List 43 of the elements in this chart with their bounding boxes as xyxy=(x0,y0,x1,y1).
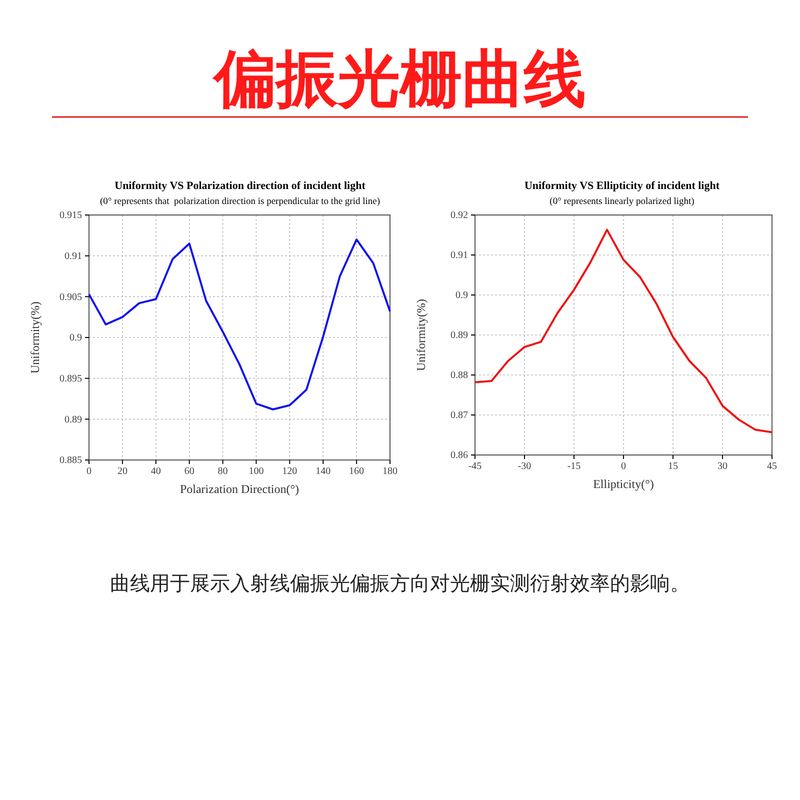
y-tick-label: 0.92 xyxy=(450,210,468,222)
x-axis-title: Polarization Direction(°) xyxy=(180,482,300,496)
chart-title: Uniformity VS Polarization direction of incident light xyxy=(114,180,366,192)
x-tick-label: 20 xyxy=(117,466,128,478)
y-tick-label: 0.915 xyxy=(60,210,82,222)
x-tick-label: 45 xyxy=(767,461,777,472)
x-tick-label: 15 xyxy=(668,461,678,472)
x-tick-label: 180 xyxy=(382,466,398,478)
text: 曲线用于展示入射线偏振光偏振方向对光栅实测衍射效率的影响。 xyxy=(110,571,690,595)
x-tick-label: 60 xyxy=(184,466,194,478)
x-tick-label: 0 xyxy=(86,466,92,478)
y-tick-label: 0.9 xyxy=(70,332,82,344)
line-series xyxy=(88,238,391,410)
y-tick-label: 0.885 xyxy=(60,455,82,466)
x-tick-label: 120 xyxy=(282,466,298,478)
y-tick-label: 0.88 xyxy=(450,370,468,382)
y-tick-label: 0.86 xyxy=(450,450,468,462)
y-tick-label: 0.905 xyxy=(60,292,82,303)
x-tick-label: 30 xyxy=(718,461,728,472)
y-tick-label: 0.89 xyxy=(64,414,82,426)
chart-subtitle: (0° represents that polarization direction is perpendicular to the grid line) xyxy=(100,197,380,207)
x-tick-label: 100 xyxy=(248,466,264,478)
text: 偏振光栅曲线 xyxy=(212,42,586,115)
x-axis-title: Ellipticity(°) xyxy=(593,477,654,491)
x-tick-label: 0 xyxy=(621,461,626,472)
y-tick-label: 0.9 xyxy=(456,290,468,302)
y-axis-title: Uniformity(%) xyxy=(28,302,42,374)
y-tick-label: 0.91 xyxy=(450,250,468,262)
chart-title: Uniformity VS Ellipticity of incident light xyxy=(524,180,720,192)
y-axis-title: Uniformity(%) xyxy=(414,299,428,371)
x-tick-label: 140 xyxy=(316,466,331,478)
line-series xyxy=(474,228,773,434)
y-tick-label: 0.87 xyxy=(450,410,468,422)
x-tick-label: 80 xyxy=(218,466,228,478)
y-tick-label: 0.91 xyxy=(64,251,82,262)
chart-subtitle: (0° represents linearly polarized light) xyxy=(550,197,694,207)
x-tick-label: -30 xyxy=(518,461,532,472)
y-tick-label: 0.895 xyxy=(60,374,82,385)
x-tick-label: 160 xyxy=(349,466,364,478)
x-tick-label: -45 xyxy=(468,461,482,472)
y-tick-label: 0.89 xyxy=(450,330,468,342)
x-tick-label: -15 xyxy=(567,461,581,472)
x-tick-label: 40 xyxy=(150,466,161,478)
